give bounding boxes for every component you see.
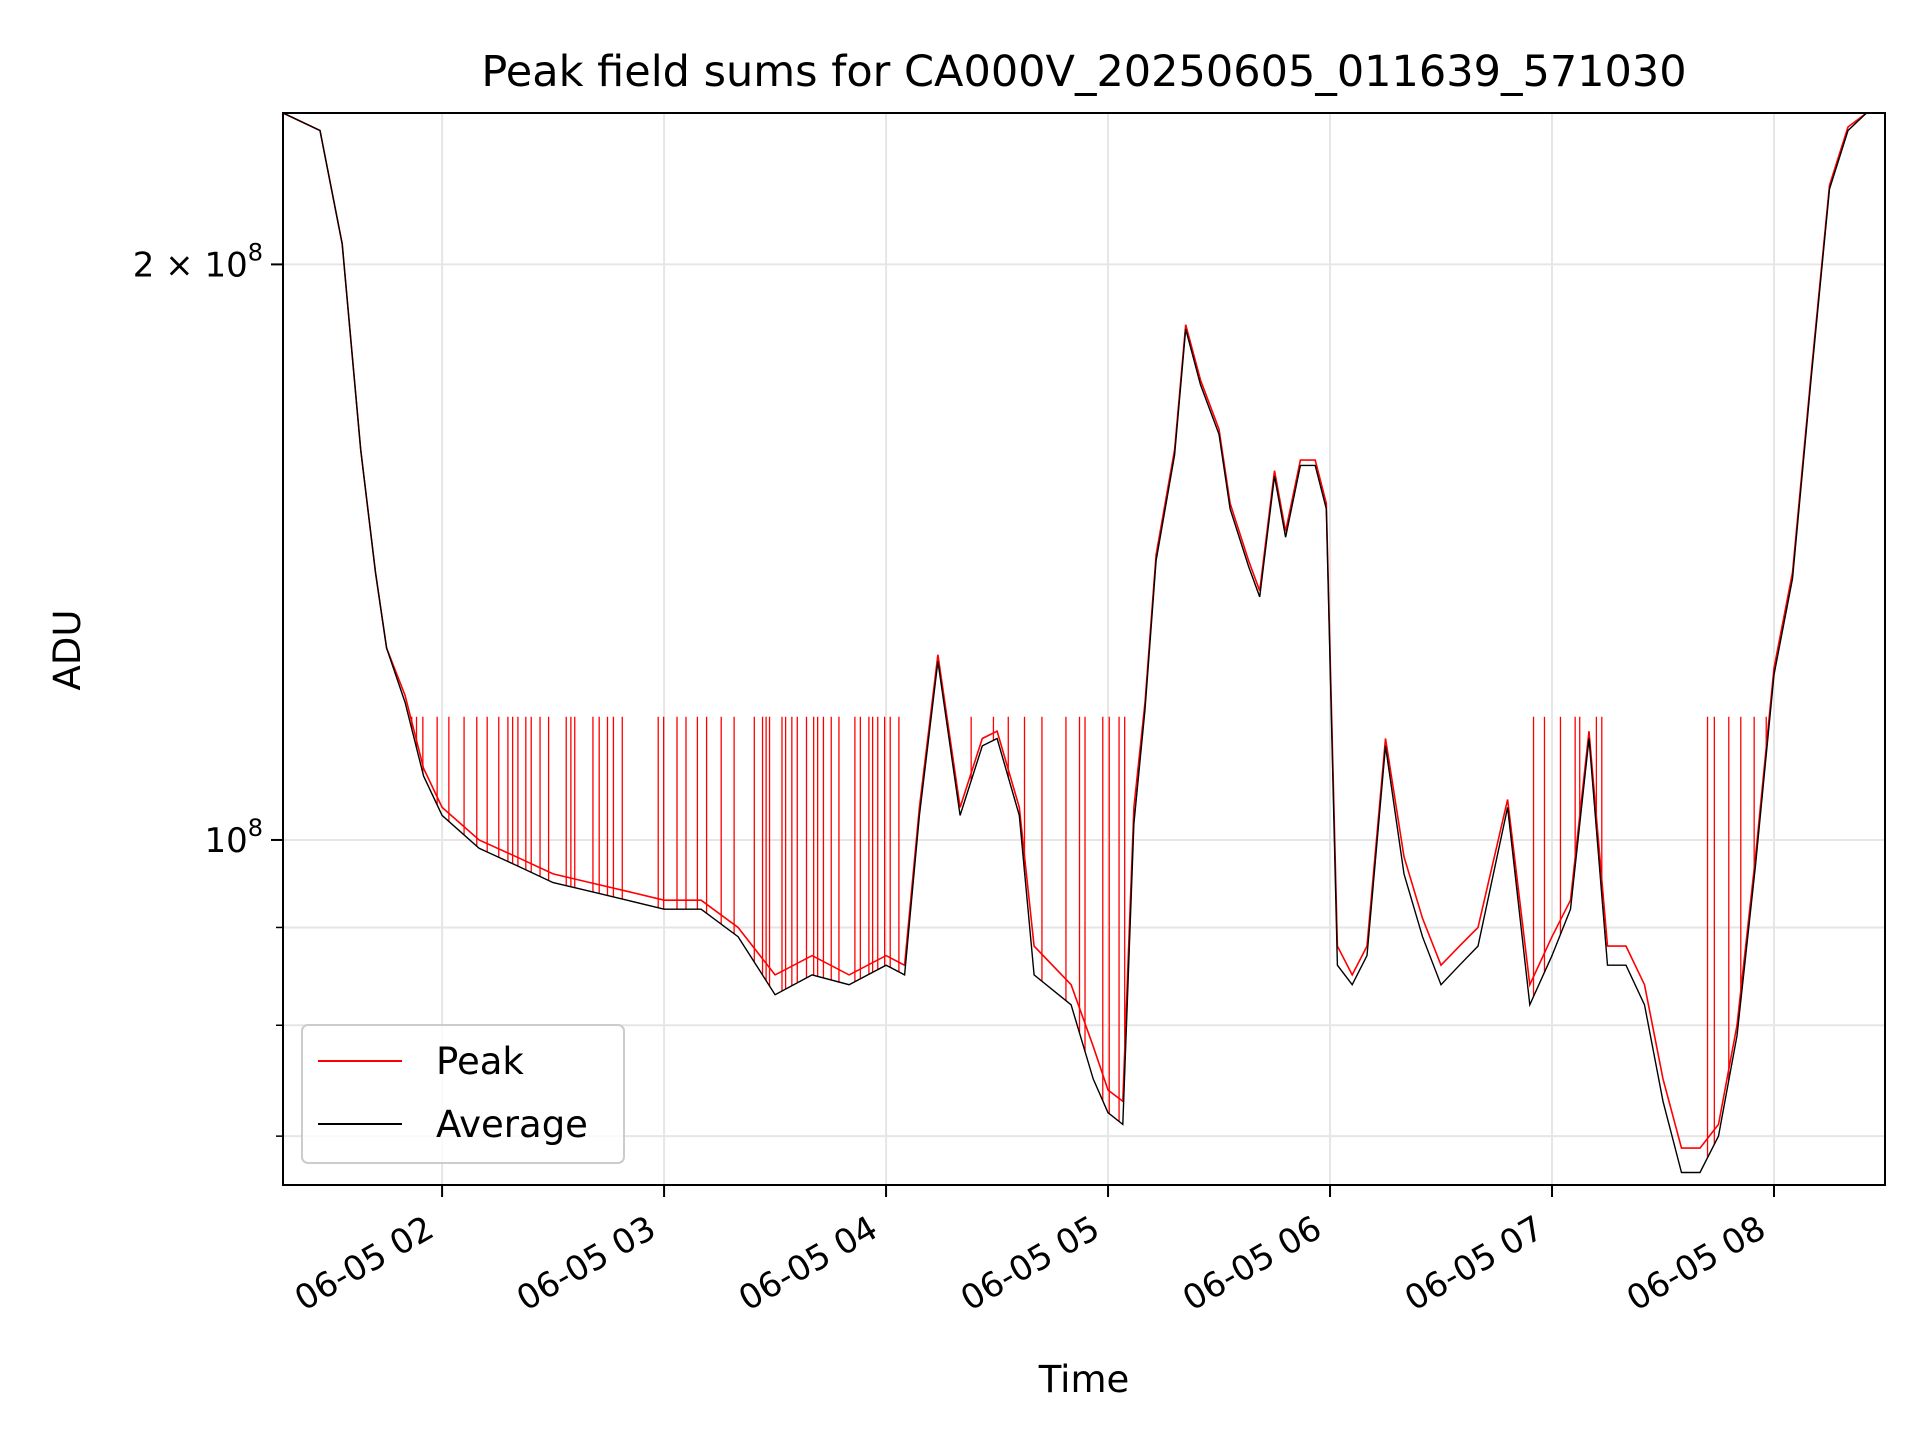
series-line-peak [282, 112, 1885, 1149]
y-axis-label: ADU [46, 610, 89, 691]
series-line-average [282, 112, 1885, 1174]
y-tick-label: 2 × 108 [133, 238, 263, 285]
legend-box [301, 1024, 625, 1164]
peak-spikes [411, 716, 1767, 1158]
chart-title: Peak field sums for CA000V_20250605_0116… [481, 47, 1686, 97]
legend-average-label: Average [436, 1103, 588, 1146]
plot-frame [282, 112, 1886, 1186]
series-layer [282, 112, 1885, 1174]
legend-peak-label: Peak [436, 1040, 524, 1083]
y-tick-label: 108 [204, 814, 263, 861]
y-axis: 108 2 × 108 [133, 238, 283, 1137]
x-axis-label: Time [1038, 1358, 1130, 1401]
legend: Peak Average [301, 1024, 625, 1164]
